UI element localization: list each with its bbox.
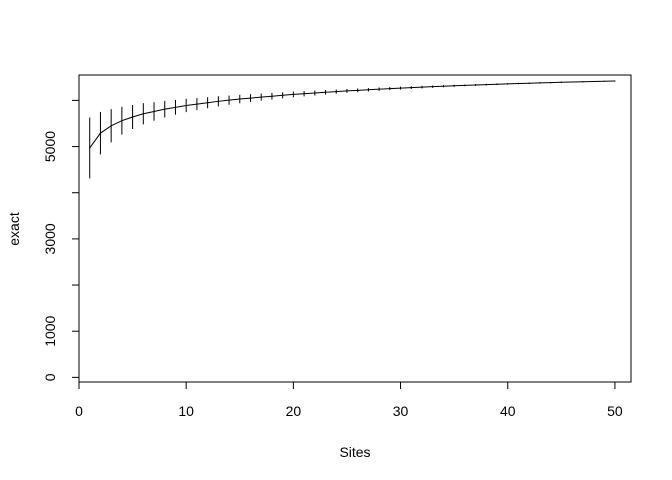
x-tick-label: 0 xyxy=(75,403,83,419)
x-tick-label: 30 xyxy=(393,403,409,419)
plot-frame xyxy=(78,74,632,383)
x-tick-label: 40 xyxy=(500,403,516,419)
y-axis-label: exact xyxy=(6,212,22,246)
error-bars xyxy=(89,80,605,179)
y-tick-label: 3000 xyxy=(42,223,58,254)
series-group xyxy=(89,80,616,149)
y-tick-label: 1000 xyxy=(42,315,58,346)
x-tick-label: 20 xyxy=(286,403,302,419)
x-axis-label: Sites xyxy=(339,444,370,460)
x-tick-label: 50 xyxy=(607,403,623,419)
y-tick-label: 5000 xyxy=(42,131,58,162)
x-axis: 0 10 20 30 40 50 xyxy=(75,381,623,419)
series-line xyxy=(89,80,615,149)
y-tick-label: 0 xyxy=(42,373,58,381)
y-axis: 0 1000 3000 5000 xyxy=(42,99,80,381)
x-tick-label: 10 xyxy=(178,403,194,419)
